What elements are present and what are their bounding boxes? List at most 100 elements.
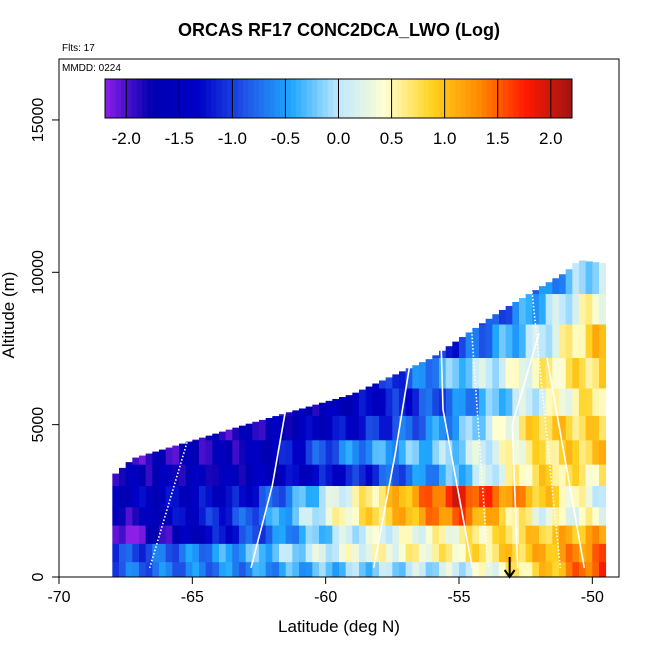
heatmap-cell xyxy=(139,506,147,526)
heatmap-cell xyxy=(285,525,293,544)
heatmap-cell xyxy=(359,439,367,465)
colorbar-swatch xyxy=(311,79,318,118)
heatmap-cell xyxy=(312,439,320,465)
heatmap-cell xyxy=(339,397,347,416)
heatmap-cell xyxy=(599,543,607,563)
heatmap-cell xyxy=(345,439,353,465)
heatmap-cell xyxy=(285,543,293,563)
heatmap-cell xyxy=(205,506,213,526)
heatmap-cell xyxy=(519,439,527,465)
heatmap-cell xyxy=(599,263,607,295)
colorbar-swatch xyxy=(386,79,393,118)
colorbar-swatch xyxy=(476,79,483,118)
heatmap-cell xyxy=(485,439,493,465)
heatmap-cell xyxy=(165,447,173,465)
heatmap-cell xyxy=(412,388,420,416)
heatmap-cell xyxy=(559,525,567,544)
heatmap-cell xyxy=(425,525,433,544)
heatmap-cell xyxy=(365,543,373,563)
colorbar-tick-label: 0.0 xyxy=(327,129,351,148)
heatmap-cell xyxy=(539,561,547,578)
heatmap-cell xyxy=(412,525,420,544)
heatmap-cell xyxy=(599,293,607,325)
colorbar-swatch xyxy=(513,79,520,118)
heatmap-cell xyxy=(479,388,487,416)
heatmap-cell xyxy=(419,388,427,416)
heatmap-cell xyxy=(365,561,373,578)
heatmap-cell xyxy=(299,464,307,486)
heatmap-cell xyxy=(192,485,200,508)
flight-track-segment xyxy=(546,357,586,569)
heatmap-cell xyxy=(579,506,587,526)
colorbar-swatch xyxy=(296,79,302,118)
heatmap-cell xyxy=(259,543,267,563)
heatmap-cell xyxy=(339,439,347,465)
heatmap-cell xyxy=(425,415,433,441)
heatmap-cell xyxy=(172,464,180,486)
y-tick-label: 0 xyxy=(30,572,47,581)
heatmap-cell xyxy=(219,485,227,508)
heatmap-cell xyxy=(379,380,387,389)
heatmap-cell xyxy=(452,485,460,508)
heatmap-cell xyxy=(485,415,493,441)
heatmap-cell xyxy=(365,485,373,508)
heatmap-cell xyxy=(205,543,213,563)
heatmap-cell xyxy=(379,543,387,563)
heatmap-cell xyxy=(439,525,447,544)
heatmap-cell xyxy=(332,464,340,486)
colorbar-swatch xyxy=(195,79,202,118)
heatmap-cell xyxy=(285,412,293,416)
heatmap-cell xyxy=(212,543,220,563)
heatmap-cell xyxy=(552,485,560,508)
colorbar-swatch xyxy=(173,79,180,118)
heatmap-cell xyxy=(512,439,520,465)
heatmap-cell xyxy=(592,485,600,508)
heatmap-cell xyxy=(159,561,167,578)
heatmap-cell xyxy=(439,350,447,359)
heatmap-cell xyxy=(385,415,393,441)
heatmap-cell xyxy=(165,525,173,544)
heatmap-cell xyxy=(565,506,573,526)
heatmap-cell xyxy=(592,262,600,295)
heatmap-cell xyxy=(599,439,607,465)
heatmap-cell xyxy=(279,543,287,563)
heatmap-cell xyxy=(565,439,573,465)
colorbar-swatch xyxy=(556,79,562,118)
heatmap-cell xyxy=(199,464,207,486)
colorbar-swatch xyxy=(444,79,451,118)
heatmap-cell xyxy=(225,464,233,486)
heatmap-cell xyxy=(519,485,527,508)
heatmap-cell xyxy=(552,561,560,578)
heatmap-cell xyxy=(359,485,367,508)
heatmap-cell xyxy=(132,561,140,578)
colorbar-swatch xyxy=(343,79,350,118)
heatmap-cell xyxy=(139,464,147,486)
heatmap-cell xyxy=(579,439,587,465)
colorbar-swatch xyxy=(184,79,191,118)
heatmap-cell xyxy=(272,561,280,578)
heatmap-cell xyxy=(112,543,120,563)
heatmap-cell xyxy=(165,464,173,486)
heatmap-cell xyxy=(499,415,507,441)
heatmap-cell xyxy=(365,439,373,465)
heatmap-cell xyxy=(419,543,427,563)
heatmap-cell xyxy=(399,485,407,508)
heatmap-cell xyxy=(472,561,480,578)
heatmap-cell xyxy=(219,543,227,563)
heatmap-cell xyxy=(339,543,347,563)
heatmap-cell xyxy=(472,464,480,486)
heatmap-cell xyxy=(512,464,520,486)
heatmap-cell xyxy=(599,561,607,578)
heatmap-cell xyxy=(492,561,500,578)
heatmap-cell xyxy=(239,439,247,465)
heatmap-cell xyxy=(579,464,587,486)
heatmap-cell xyxy=(212,485,220,508)
heatmap-cell xyxy=(312,415,320,441)
heatmap-cell xyxy=(445,415,453,441)
heatmap-cell xyxy=(432,525,440,544)
heatmap-cell xyxy=(212,525,220,544)
heatmap-cell xyxy=(192,525,200,544)
colorbar-swatch xyxy=(142,79,148,118)
heatmap-cell xyxy=(332,543,340,563)
heatmap-cell xyxy=(279,506,287,526)
